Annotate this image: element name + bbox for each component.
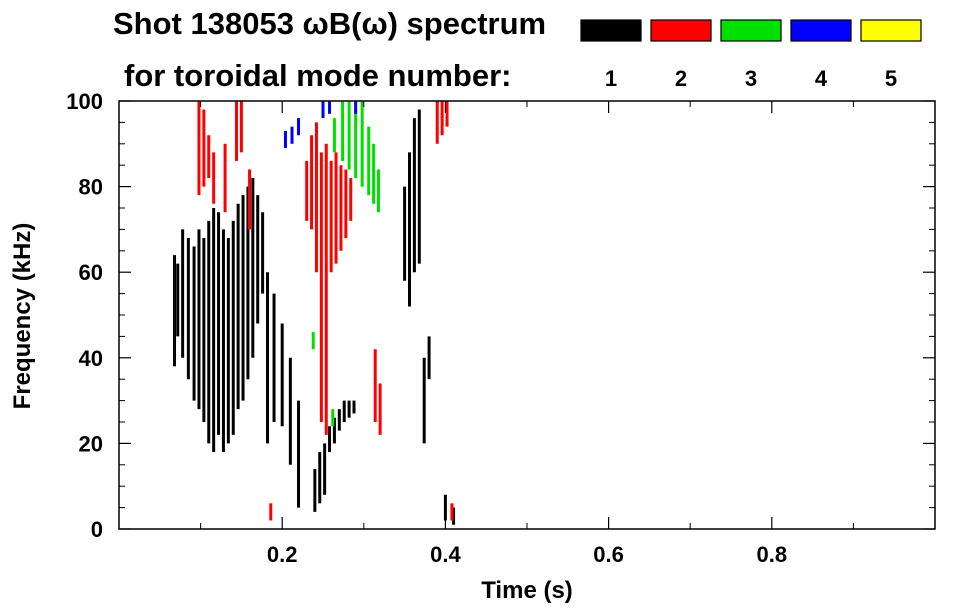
- x-tick-label: 0.2: [267, 542, 298, 567]
- legend-swatch-mode-4: [790, 19, 852, 42]
- x-axis-label: Time (s): [481, 577, 573, 604]
- chart-title-line2: for toroidal mode number:: [124, 58, 512, 93]
- legend-label-mode-3: 3: [745, 66, 757, 91]
- y-tick-label: 100: [66, 89, 103, 114]
- legend-label-mode-1: 1: [605, 66, 617, 91]
- legend-swatch-mode-5: [860, 19, 922, 42]
- legend: 1 2 3 4 5: [580, 19, 922, 91]
- y-tick-label: 20: [79, 431, 103, 456]
- spectrum-data: [172, 101, 456, 525]
- y-tick-label: 80: [79, 175, 103, 200]
- plot-frame: [118, 100, 936, 530]
- x-tick-label: 0.8: [757, 542, 788, 567]
- x-tick-label: 0.4: [430, 542, 461, 567]
- y-tick-label: 60: [79, 260, 103, 285]
- chart-title-line1: Shot 138053 ωB(ω) spectrum: [113, 6, 546, 41]
- axis-ticks: 0.2 0.4 0.6 0.8 0 20 40 60 80 100: [66, 89, 935, 567]
- legend-swatch-mode-2: [650, 19, 712, 42]
- y-tick-label: 40: [79, 346, 103, 371]
- legend-label-mode-4: 4: [815, 66, 828, 91]
- legend-label-mode-2: 2: [675, 66, 687, 91]
- legend-swatch-mode-3: [720, 19, 782, 42]
- legend-label-mode-5: 5: [885, 66, 897, 91]
- legend-swatch-mode-1: [580, 19, 642, 42]
- y-tick-label: 0: [91, 517, 103, 542]
- x-tick-label: 0.6: [593, 542, 624, 567]
- y-axis-label: Frequency (kHz): [9, 223, 36, 410]
